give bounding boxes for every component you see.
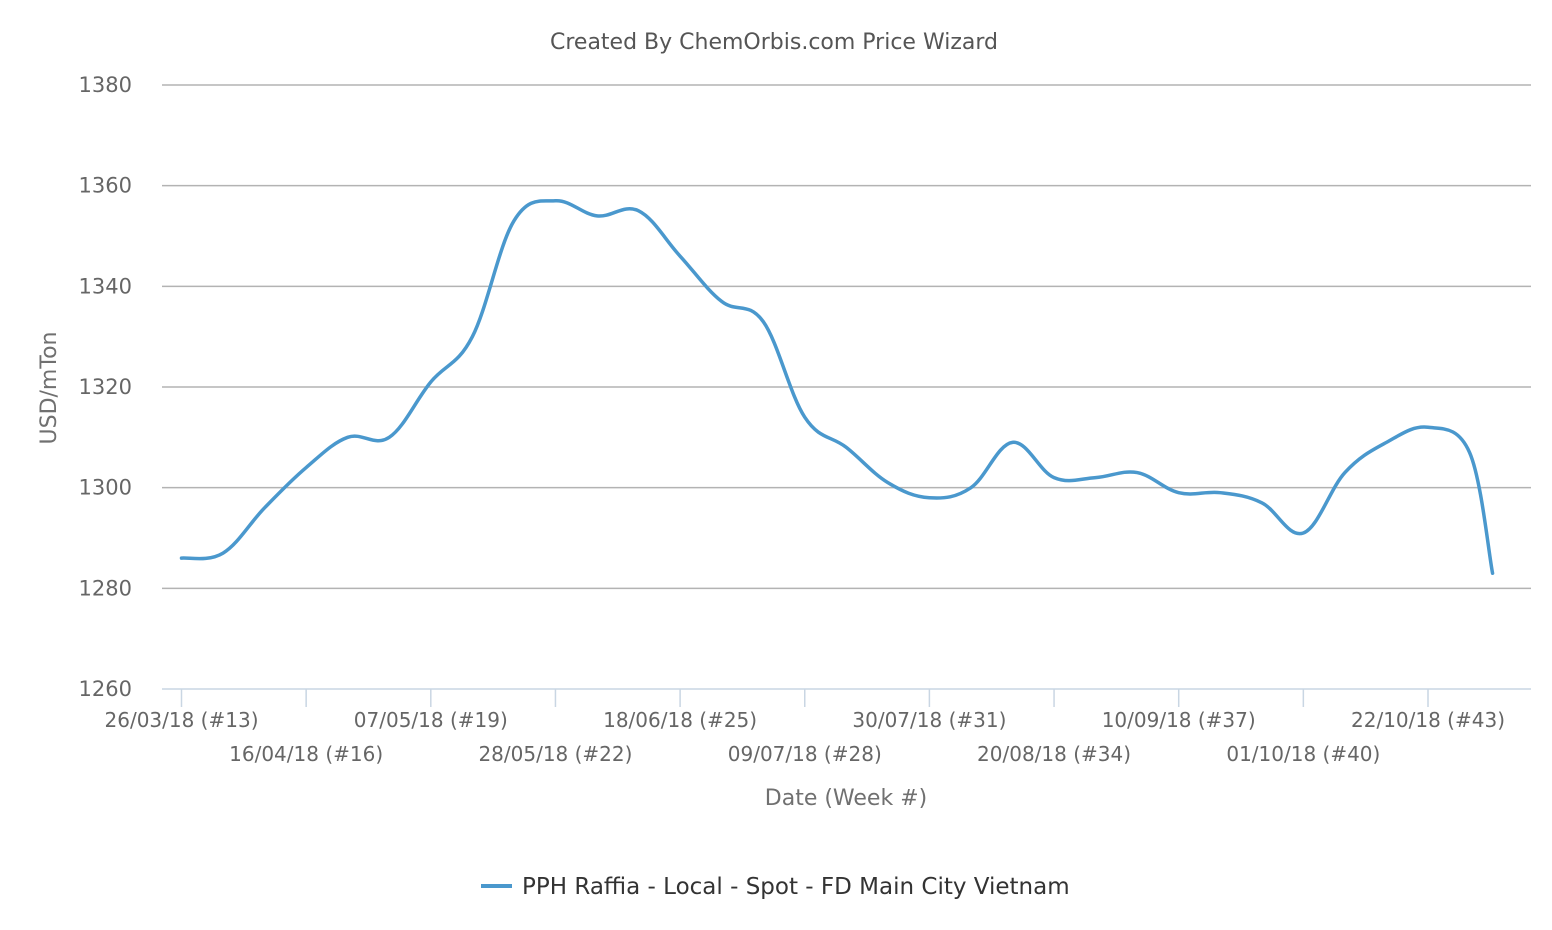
y-tick-label: 1320 [79, 375, 132, 399]
chart-title: Created By ChemOrbis.com Price Wizard [550, 30, 998, 55]
data-point[interactable] [217, 547, 229, 559]
x-tick-label: 26/03/18 (#13) [105, 708, 259, 732]
series-line-pph-raffia[interactable] [179, 199, 1495, 575]
x-tick-labels: 26/03/18 (#13) 16/04/18 (#16) 07/05/18 (#1… [105, 708, 1506, 766]
x-tick-label: 18/06/18 (#25) [603, 708, 757, 732]
data-point[interactable] [1339, 467, 1351, 479]
data-point[interactable] [674, 250, 686, 262]
data-point[interactable] [1173, 487, 1185, 499]
x-axis-title: Date (Week #) [765, 786, 927, 811]
grid-lines [162, 84, 1531, 590]
data-point[interactable] [1487, 567, 1499, 579]
x-tick-label: 22/10/18 (#43) [1351, 708, 1505, 732]
y-axis-title: USD/mTon [37, 332, 62, 445]
data-point[interactable] [1131, 467, 1143, 479]
y-tick-label: 1380 [79, 73, 132, 97]
x-tick-label: 28/05/18 (#22) [478, 742, 632, 766]
data-point[interactable] [176, 552, 188, 564]
data-point[interactable] [259, 502, 271, 514]
series-layer [176, 195, 1499, 579]
data-point[interactable] [466, 331, 478, 343]
data-point[interactable] [840, 441, 852, 453]
data-point[interactable] [1214, 487, 1226, 499]
legend-label[interactable]: PPH Raffia - Local - Spot - FD Main City… [522, 874, 1070, 900]
x-tick-label: 16/04/18 (#16) [229, 742, 383, 766]
data-point[interactable] [342, 431, 354, 443]
x-tick-label: 10/09/18 (#37) [1102, 708, 1256, 732]
x-tick-label: 01/10/18 (#40) [1226, 742, 1380, 766]
data-point[interactable] [1380, 436, 1392, 448]
x-tick-label: 09/07/18 (#28) [728, 742, 882, 766]
data-point[interactable] [300, 462, 312, 474]
data-point[interactable] [633, 205, 645, 217]
y-tick-label: 1280 [79, 576, 132, 600]
data-point[interactable] [965, 482, 977, 494]
y-tick-label: 1360 [79, 174, 132, 198]
data-point[interactable] [1422, 421, 1434, 433]
data-point[interactable] [1256, 497, 1268, 509]
data-point[interactable] [1464, 446, 1476, 458]
data-point[interactable] [716, 295, 728, 307]
x-tick-label: 20/08/18 (#34) [977, 742, 1131, 766]
data-point[interactable] [1048, 472, 1060, 484]
legend[interactable]: PPH Raffia - Local - Spot - FD Main City… [481, 874, 1070, 900]
x-tick-label: 30/07/18 (#31) [852, 708, 1006, 732]
x-tick-label: 07/05/18 (#19) [354, 708, 508, 732]
data-point[interactable] [1007, 436, 1019, 448]
y-tick-label: 1340 [79, 274, 132, 298]
data-point[interactable] [549, 195, 561, 207]
data-point[interactable] [1297, 527, 1309, 539]
data-point[interactable] [591, 210, 603, 222]
y-tick-labels: 1260 1280 1300 1320 1340 1360 1380 [79, 73, 132, 701]
x-ticks [180, 689, 1429, 707]
data-point[interactable] [1090, 472, 1102, 484]
data-point[interactable] [425, 376, 437, 388]
data-point[interactable] [383, 431, 395, 443]
data-point[interactable] [757, 316, 769, 328]
y-tick-label: 1260 [79, 677, 132, 701]
data-point[interactable] [923, 492, 935, 504]
y-tick-label: 1300 [79, 476, 132, 500]
data-point[interactable] [882, 477, 894, 489]
data-point[interactable] [799, 411, 811, 423]
data-point[interactable] [508, 215, 520, 227]
